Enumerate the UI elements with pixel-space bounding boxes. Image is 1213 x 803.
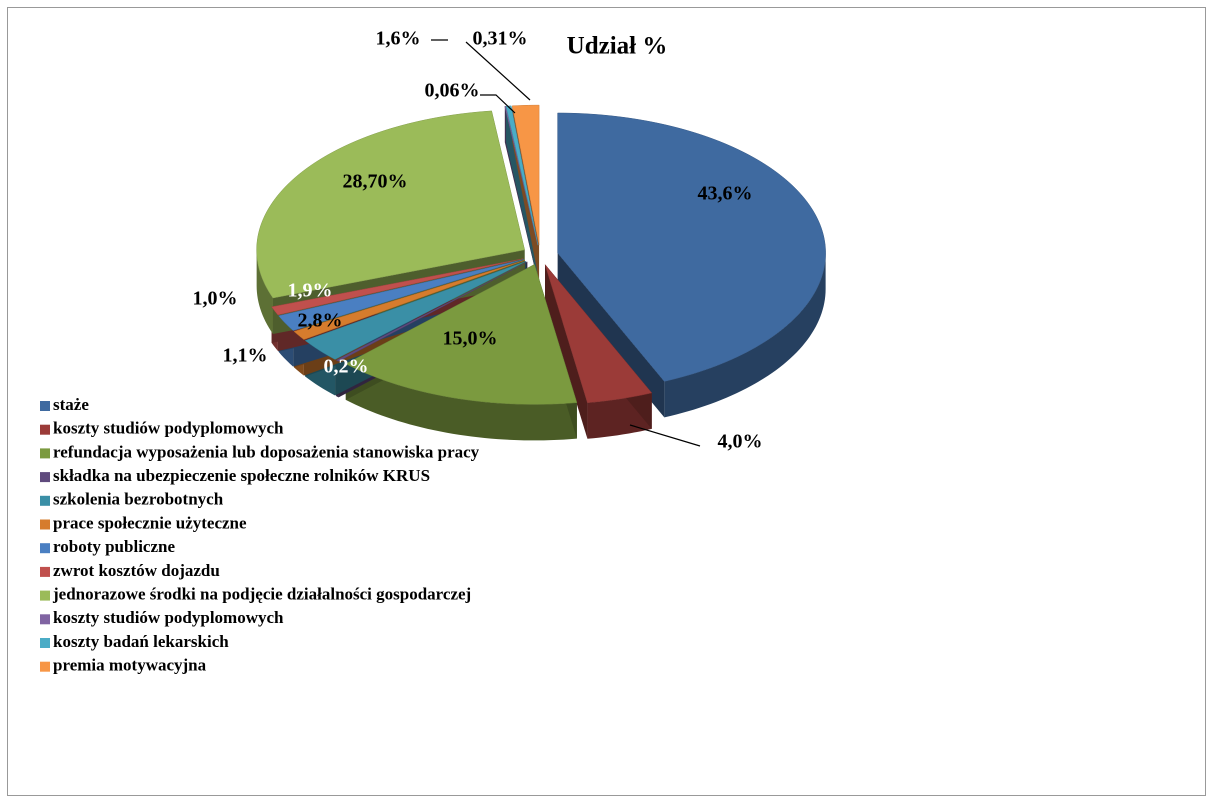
legend-swatch [40, 424, 50, 435]
legend-label: premia motywacyjna [53, 656, 207, 675]
data-label: 0,2% [324, 356, 369, 378]
legend-label: koszty badań lekarskich [53, 632, 229, 651]
legend-label: zwrot kosztów dojazdu [53, 561, 220, 580]
legend-swatch [40, 543, 50, 554]
slice [345, 264, 578, 405]
slice-wall [545, 264, 588, 439]
data-label: 1,0% [193, 288, 238, 310]
legend-label: koszty studiów podyplomowych [53, 419, 284, 438]
data-label: 15,0% [443, 328, 498, 350]
pie-tops [256, 104, 826, 405]
data-label: 4,0% [718, 431, 763, 453]
slice [304, 261, 527, 360]
slice [293, 260, 525, 340]
legend-swatch [40, 590, 50, 601]
legend-swatch [40, 566, 50, 577]
slice [335, 261, 528, 362]
legend-label: jednorazowe środki na podjęcie działalno… [52, 585, 471, 604]
legend-swatch [40, 614, 50, 625]
legend-label: koszty studiów podyplomowych [53, 608, 284, 627]
leader-line [629, 424, 701, 447]
legend-label: szkolenia bezrobotnych [53, 490, 224, 509]
chart-title: Udział % [567, 33, 668, 60]
legend-swatch [40, 661, 50, 672]
data-label: 1,9% [288, 280, 333, 302]
legend-label: roboty publiczne [53, 537, 175, 556]
data-label: 2,8% [298, 310, 343, 332]
data-label: 28,70% [343, 171, 408, 193]
slice [505, 105, 539, 246]
slice [557, 112, 826, 382]
data-label: 43,6% [698, 183, 753, 205]
leader-line [465, 41, 531, 101]
legend-label: prace społecznie użyteczne [53, 513, 247, 532]
legend-label: refundacja wyposażenia lub doposażenia s… [53, 442, 480, 461]
data-label: 0,06% [425, 80, 480, 102]
slice-side [256, 249, 273, 334]
slice-side [664, 252, 826, 418]
legend-swatch [40, 472, 50, 483]
leader-line [480, 94, 516, 114]
slice [278, 259, 525, 331]
legend-swatch [40, 495, 50, 506]
slice [256, 110, 525, 299]
legend-swatch [40, 519, 50, 530]
slice [271, 258, 524, 316]
legend-swatch [40, 401, 50, 411]
legend-swatch [40, 638, 50, 648]
data-label: 1,6% [376, 28, 421, 50]
legend-swatch [40, 448, 50, 459]
slice [544, 264, 653, 404]
legend-label: składka na ubezpieczenie społeczne rolni… [53, 466, 430, 485]
legend-label: staże [53, 395, 89, 414]
data-label: 0,31% [473, 28, 528, 50]
slice-side [345, 363, 577, 441]
data-label: 1,1% [223, 345, 268, 367]
slice [511, 104, 540, 246]
